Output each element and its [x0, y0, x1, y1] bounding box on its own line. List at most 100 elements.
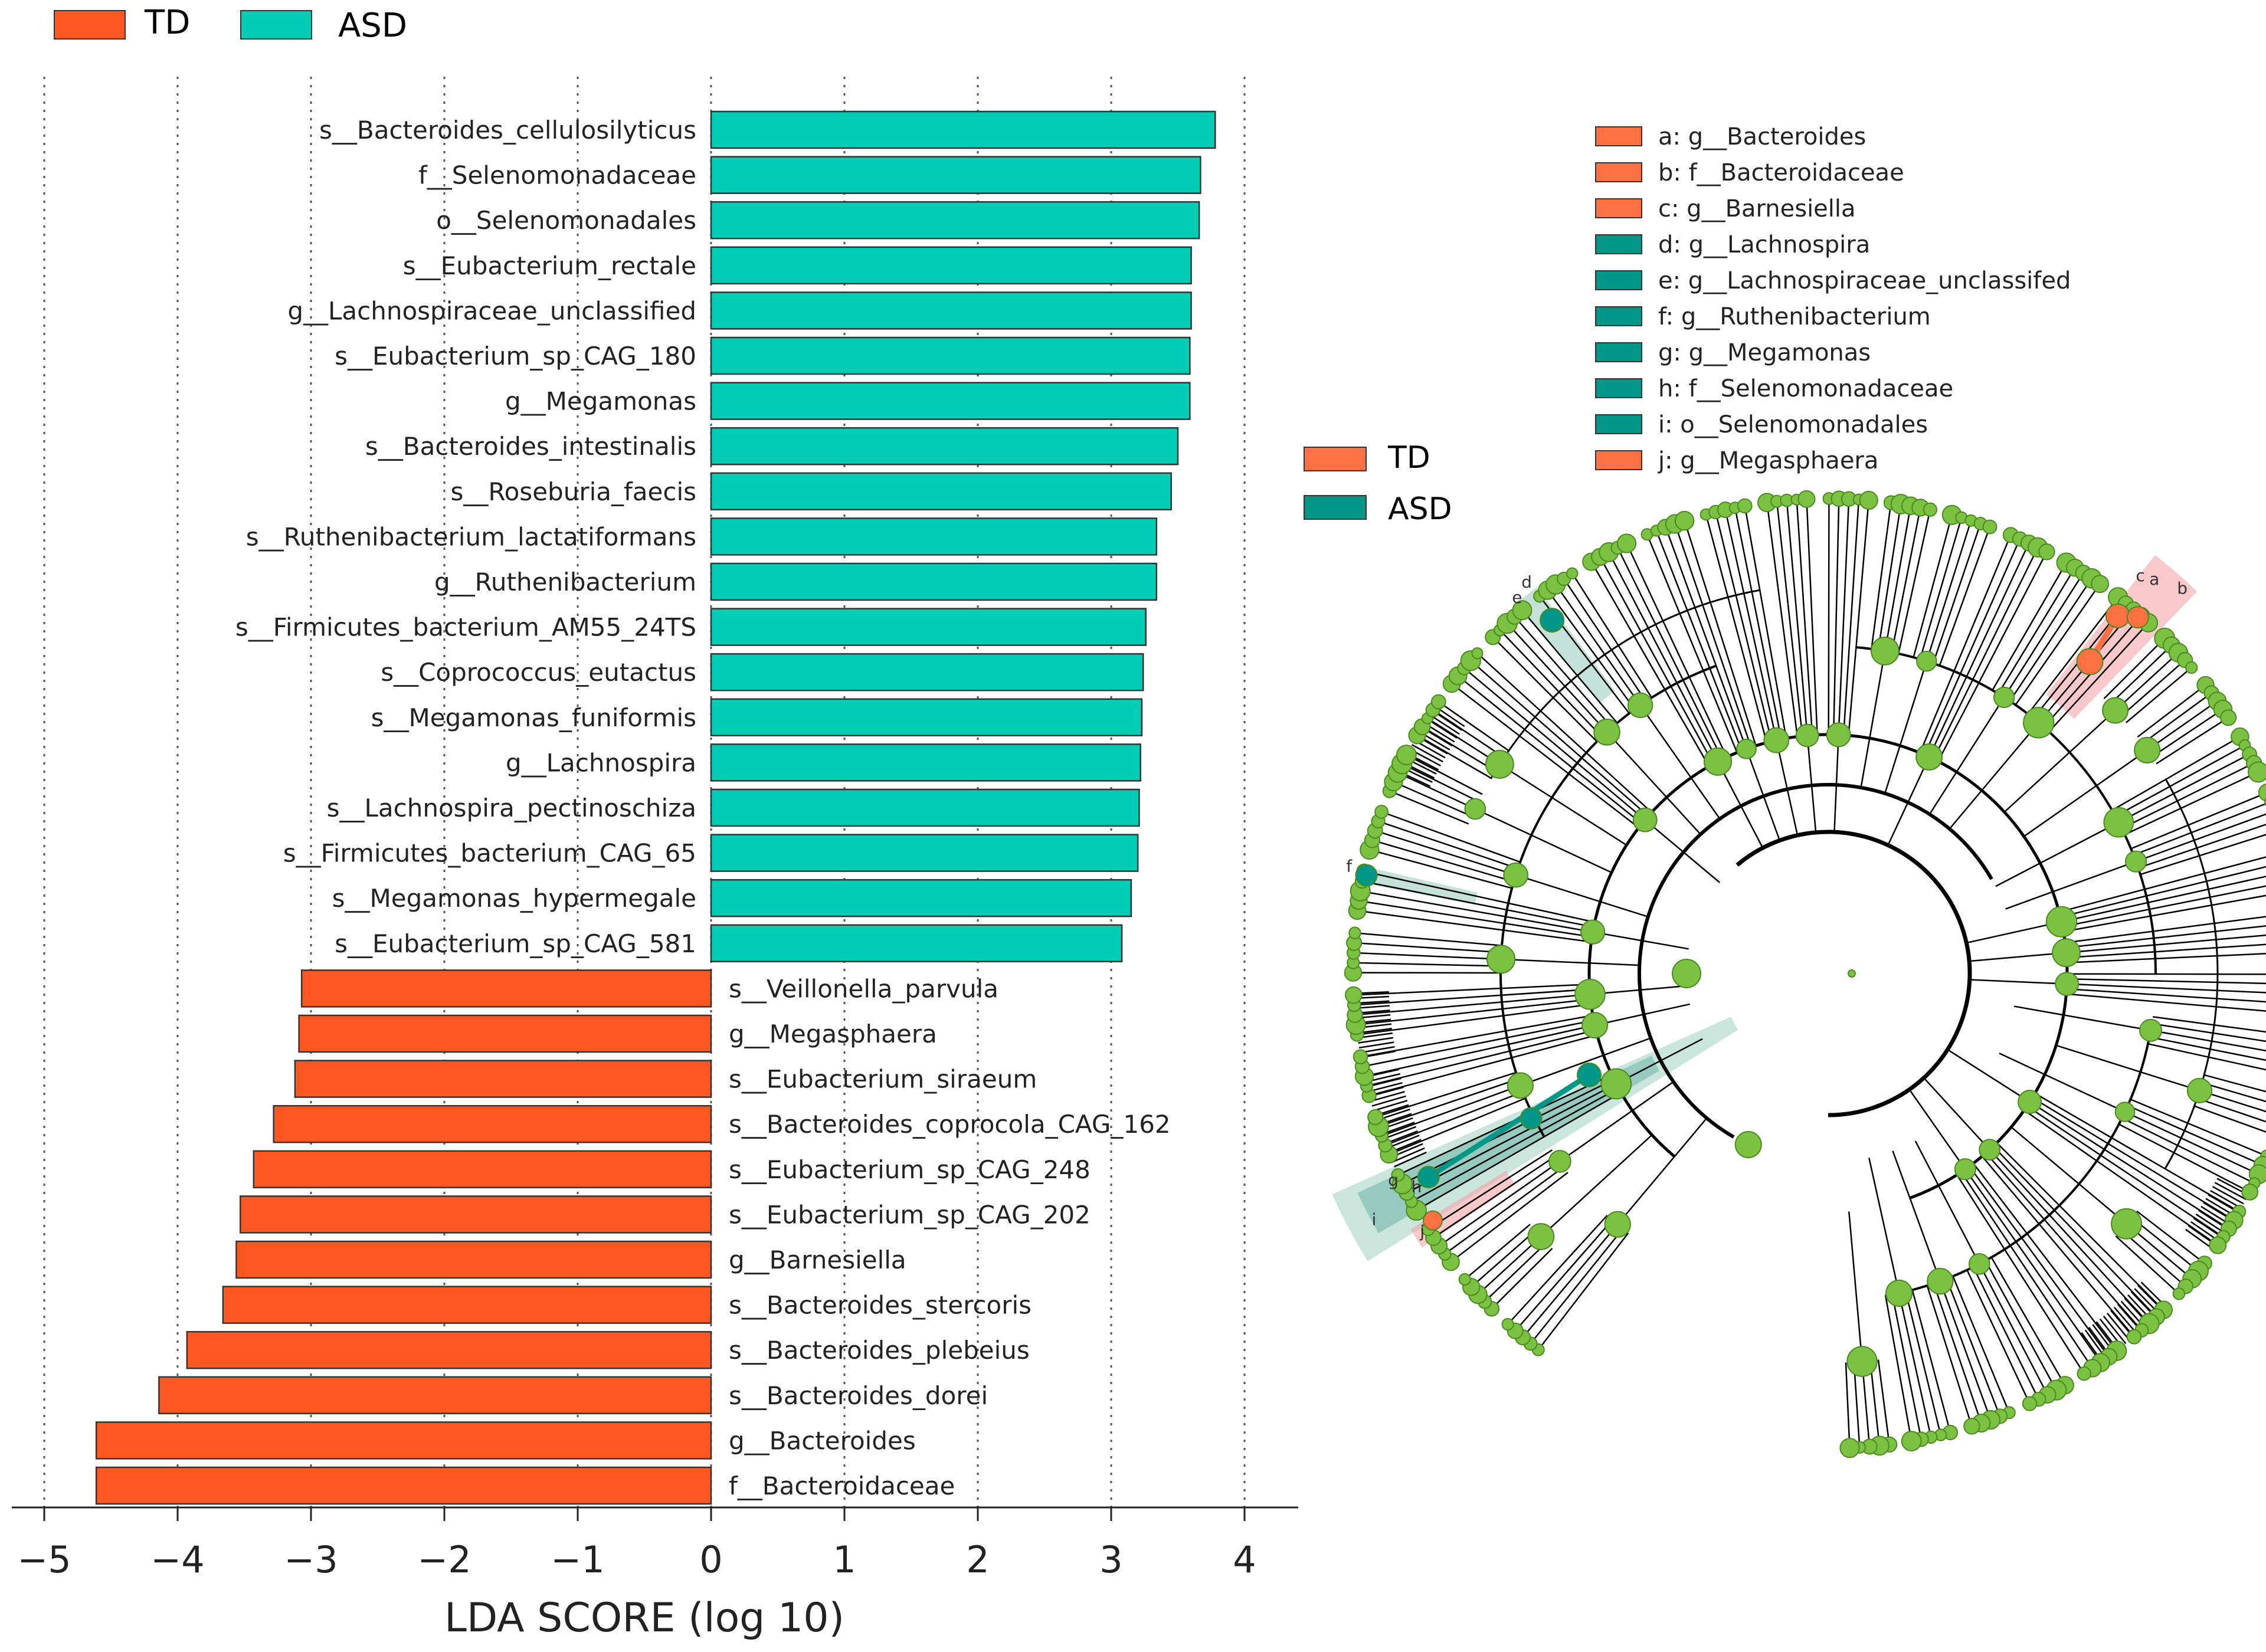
tree-edge — [2065, 925, 2266, 949]
tree-edge — [1537, 1232, 1629, 1351]
bar — [710, 788, 1140, 827]
tree-edge — [1913, 514, 1953, 658]
tree-edge — [1919, 535, 2012, 753]
tree-edge — [1884, 506, 1912, 651]
tree-edge — [1892, 1150, 1941, 1281]
bar — [95, 1421, 712, 1460]
sector-letter: c — [2136, 566, 2144, 585]
tree-edge — [2115, 745, 2245, 817]
tree-edge — [1416, 1092, 1622, 1211]
tree-edge — [1891, 1294, 1922, 1440]
tree-node — [2258, 783, 2266, 802]
bar — [710, 743, 1141, 782]
cladogram-legend-label-asd: ASD — [1388, 491, 1452, 527]
tree-edge — [1937, 551, 2048, 762]
tree-edge — [2141, 692, 2212, 745]
tree-edge — [2032, 1097, 2235, 1221]
tree-edge — [1639, 704, 1721, 820]
bar-label: o__Selenomonadales — [436, 206, 696, 235]
tree-edge — [1626, 543, 1728, 758]
tree-edge — [1744, 506, 1787, 739]
tree-edge — [1938, 526, 1991, 666]
tree-node — [1915, 743, 1943, 771]
tree-edge — [1364, 870, 1595, 923]
tree-edge — [2106, 1312, 2130, 1341]
tree-edge — [1358, 1041, 1394, 1049]
tree-node — [1736, 739, 1757, 759]
tree-node — [1458, 1273, 1471, 1286]
taxa-key-swatch — [1595, 414, 1642, 434]
taxa-key-swatch — [1595, 306, 1642, 326]
tree-node — [1795, 723, 1819, 748]
tree-edge — [1360, 890, 1593, 933]
tree-edge — [2151, 709, 2224, 758]
bar — [273, 1104, 712, 1143]
asd-branch — [1427, 1073, 1591, 1179]
tree-edge — [1540, 1134, 1653, 1237]
tree-edge — [2027, 596, 2119, 715]
tree-edge — [1590, 985, 1688, 995]
tree-node — [2126, 1329, 2142, 1345]
tree-node — [1885, 1279, 1913, 1307]
bar-label: g__Megamonas — [505, 387, 696, 416]
tree-edge — [1594, 1003, 1690, 1026]
tree-edge — [1354, 988, 1590, 1006]
x-tick-label: −3 — [284, 1538, 338, 1581]
taxa-key-label: e: g__Lachnospiraceae_unclassifed — [1658, 267, 2071, 294]
tree-edge — [1358, 1037, 1394, 1044]
tree-edge — [1397, 1074, 1612, 1176]
tree-edge — [1877, 1359, 1890, 1445]
tree-edge — [1406, 1083, 1617, 1194]
bar — [710, 382, 1191, 420]
tree-edge — [1438, 701, 1509, 752]
tree-edge — [1853, 1362, 1861, 1448]
tree-edge — [1832, 499, 1840, 735]
tree-node — [2186, 1077, 2213, 1104]
bar-label: g__Lachnospira — [506, 748, 696, 777]
tree-node — [1367, 1109, 1384, 1125]
tree-edge — [1964, 1169, 2101, 1363]
tree-edge — [1451, 683, 1639, 828]
bar — [222, 1286, 712, 1324]
tree-edge — [1776, 501, 1803, 736]
tree-edge — [1806, 735, 1817, 833]
tree-edge — [1381, 811, 1521, 863]
tree-node — [1982, 519, 1998, 535]
tree-edge — [2062, 885, 2266, 927]
tree-edge — [1450, 1172, 1568, 1263]
tree-node — [1581, 1012, 1609, 1039]
tree-edge — [1368, 1034, 1597, 1097]
tree-edge — [1848, 1211, 1863, 1362]
tree-node — [2220, 709, 2237, 726]
ring-arc — [1587, 733, 2069, 1199]
tree-edge — [2147, 1043, 2266, 1071]
tree-edge — [1646, 534, 1738, 753]
tree-node — [1593, 718, 1620, 746]
tree-edge — [1939, 1281, 1992, 1420]
cladogram: a: g__Bacteroides b: f__Bacteroidaceae c: … — [1304, 123, 2266, 1458]
x-tick-label: 1 — [833, 1538, 856, 1581]
tree-edge — [1514, 616, 1613, 728]
tree-edge — [2055, 1044, 2200, 1092]
tree-edge — [1507, 1214, 1608, 1325]
tree-edge — [1520, 1037, 1651, 1086]
tree-edge — [1949, 722, 2039, 830]
bar-label: s__Eubacterium_rectale — [403, 251, 696, 280]
tree-edge — [1385, 1091, 1524, 1146]
bar — [298, 1014, 712, 1053]
tree-node — [1923, 502, 1938, 517]
tree-edge — [2195, 1213, 2226, 1234]
tree-edge — [1985, 1260, 2057, 1391]
tree-edge — [1897, 509, 1931, 654]
tree-edge — [2137, 824, 2266, 869]
tree-node — [2091, 575, 2110, 594]
tree-edge — [1928, 697, 2005, 815]
tree-edge — [2118, 753, 2250, 823]
tree-node — [1859, 490, 1878, 510]
tree-edge — [1373, 1100, 1408, 1112]
tree-edge — [1358, 900, 1592, 938]
tree-node — [1604, 1211, 1631, 1238]
bar-label: s__Coprococcus_eutactus — [381, 658, 696, 687]
bar — [710, 110, 1216, 149]
sector-letter: g — [1388, 1170, 1399, 1189]
